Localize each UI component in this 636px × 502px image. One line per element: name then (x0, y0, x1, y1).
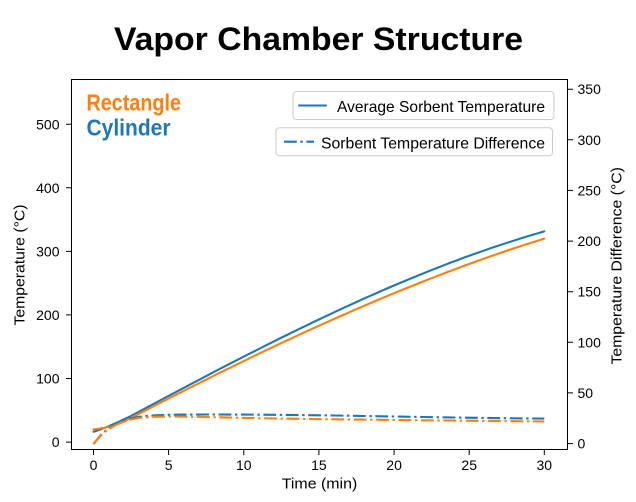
svg-text:Vapor Chamber Structure: Vapor Chamber Structure (114, 21, 523, 57)
svg-text:20: 20 (386, 457, 402, 473)
svg-text:Average Sorbent Temperature: Average Sorbent Temperature (337, 99, 545, 116)
svg-text:0: 0 (52, 434, 60, 450)
svg-text:25: 25 (461, 457, 477, 473)
svg-text:200: 200 (578, 233, 602, 249)
svg-text:Time (min): Time (min) (282, 477, 358, 493)
svg-text:Cylinder: Cylinder (87, 115, 171, 141)
svg-text:100: 100 (36, 371, 60, 387)
svg-text:0: 0 (90, 457, 98, 473)
svg-text:500: 500 (36, 116, 60, 132)
svg-text:50: 50 (578, 385, 594, 401)
svg-text:Temperature (°C): Temperature (°C) (12, 205, 29, 326)
svg-text:15: 15 (311, 457, 327, 473)
svg-text:150: 150 (578, 284, 602, 300)
svg-text:100: 100 (578, 334, 602, 350)
svg-text:300: 300 (578, 132, 602, 148)
svg-text:300: 300 (36, 243, 60, 259)
svg-text:0: 0 (578, 436, 586, 452)
svg-text:400: 400 (36, 180, 60, 196)
svg-text:350: 350 (578, 81, 602, 97)
svg-text:5: 5 (165, 457, 173, 473)
svg-text:10: 10 (236, 457, 252, 473)
svg-text:Temperature Difference (°C): Temperature Difference (°C) (609, 167, 626, 365)
svg-text:Sorbent Temperature Difference: Sorbent Temperature Difference (321, 136, 545, 153)
svg-text:30: 30 (537, 457, 553, 473)
svg-text:250: 250 (578, 182, 602, 198)
svg-text:200: 200 (36, 307, 60, 323)
svg-text:Rectangle: Rectangle (87, 90, 182, 116)
